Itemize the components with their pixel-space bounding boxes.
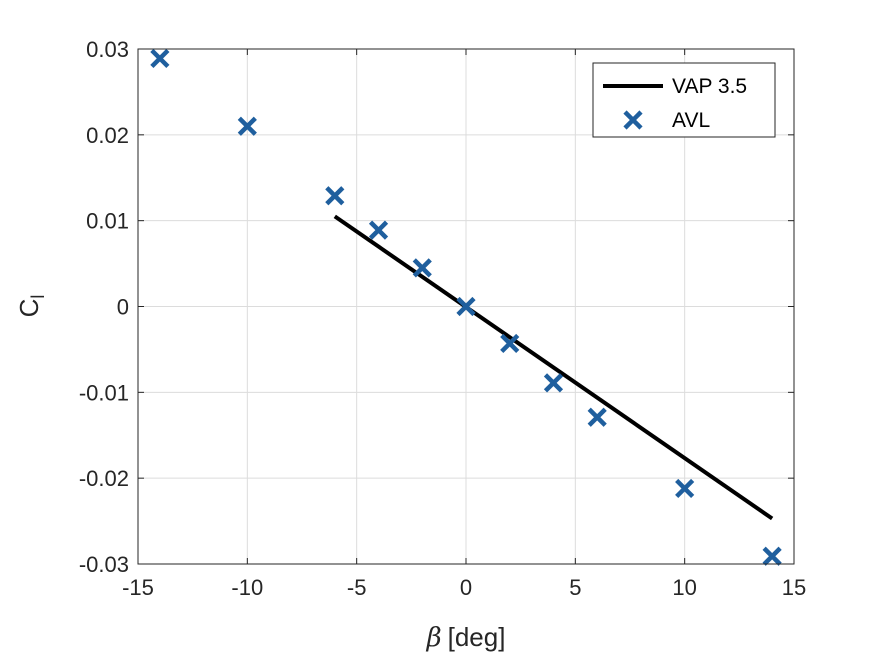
legend-label-avl: AVL	[672, 109, 710, 132]
legend-marker-avl	[623, 110, 643, 130]
legend-label-vap: VAP 3.5	[672, 75, 747, 98]
x-axis-label-symbol: β	[426, 623, 442, 653]
x-axis: -15 -10 -5 0 5 10 15	[122, 49, 806, 600]
data-point	[237, 116, 257, 136]
y-tick-label: -0.02	[79, 466, 129, 491]
legend: VAP 3.5 AVL	[592, 62, 776, 138]
y-tick-label: -0.01	[79, 380, 129, 405]
data-point	[762, 546, 782, 566]
x-axis-label: β [deg]	[426, 622, 506, 653]
series-avl	[150, 48, 782, 566]
y-axis-label-sub: l	[28, 295, 48, 299]
data-point	[543, 373, 564, 393]
x-tick-label: 5	[569, 575, 581, 600]
y-axis: -0.03 -0.02 -0.01 0 0.01 0.02 0.03	[79, 37, 794, 577]
data-point	[150, 48, 170, 69]
y-tick-label: 0.01	[86, 209, 129, 234]
data-point	[500, 333, 520, 353]
x-tick-label: 10	[672, 575, 696, 600]
data-point	[587, 407, 607, 427]
data-point	[412, 258, 432, 278]
x-tick-label: -15	[122, 575, 154, 600]
y-axis-label-main: C	[14, 299, 44, 318]
x-tick-label: -10	[231, 575, 263, 600]
legend-swatch-avl	[623, 110, 643, 130]
x-tick-label: -5	[347, 575, 367, 600]
y-tick-label: 0.02	[86, 123, 129, 148]
x-tick-label: 15	[782, 575, 806, 600]
data-point	[325, 186, 345, 206]
y-tick-label: -0.03	[79, 552, 129, 577]
series-line-vap	[333, 214, 774, 521]
legend-box	[592, 62, 776, 138]
y-tick-label: 0	[117, 295, 129, 320]
data-point	[675, 478, 695, 499]
series-vap	[333, 214, 774, 521]
x-axis-label-unit: [deg]	[448, 622, 506, 652]
data-point	[368, 220, 389, 240]
y-axis-label: Cl	[14, 295, 48, 318]
data-point	[456, 296, 476, 317]
y-tick-label: 0.03	[86, 37, 129, 62]
x-tick-label: 0	[460, 575, 472, 600]
